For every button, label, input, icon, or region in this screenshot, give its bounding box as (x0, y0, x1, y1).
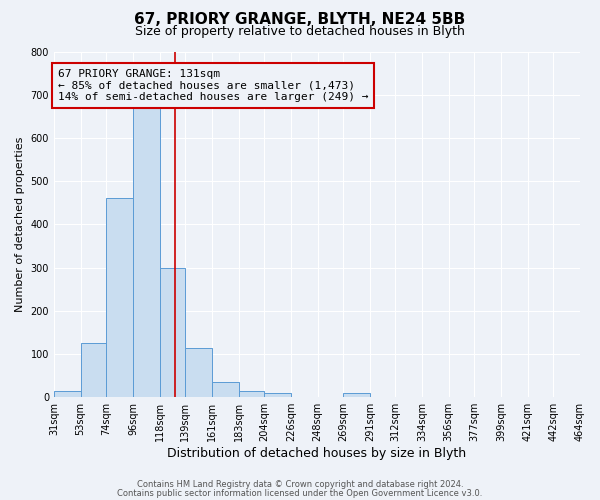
Text: Size of property relative to detached houses in Blyth: Size of property relative to detached ho… (135, 25, 465, 38)
Bar (106, 198, 133, 397)
Bar (54, 390, 80, 397)
Bar (239, 390, 264, 397)
Bar (185, 348, 212, 397)
Bar (80, 343, 106, 397)
Bar (343, 393, 370, 397)
X-axis label: Distribution of detached houses by size in Blyth: Distribution of detached houses by size … (167, 447, 467, 460)
Y-axis label: Number of detached properties: Number of detached properties (15, 136, 25, 312)
Bar (264, 393, 291, 397)
Text: Contains HM Land Registry data © Crown copyright and database right 2024.: Contains HM Land Registry data © Crown c… (137, 480, 463, 489)
Text: Contains public sector information licensed under the Open Government Licence v3: Contains public sector information licen… (118, 488, 482, 498)
Text: 67 PRIORY GRANGE: 131sqm
← 85% of detached houses are smaller (1,473)
14% of sem: 67 PRIORY GRANGE: 131sqm ← 85% of detach… (58, 69, 368, 102)
Text: 67, PRIORY GRANGE, BLYTH, NE24 5BB: 67, PRIORY GRANGE, BLYTH, NE24 5BB (134, 12, 466, 28)
Bar (160, 268, 185, 397)
Bar (212, 382, 239, 397)
Bar (133, 108, 160, 397)
